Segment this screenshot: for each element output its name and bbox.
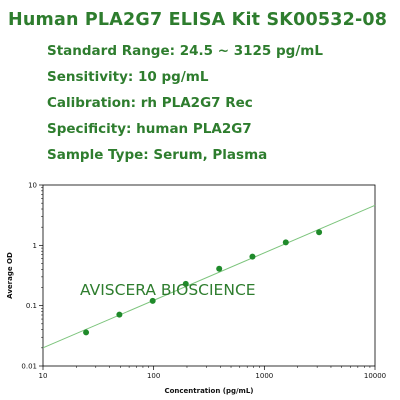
y-axis-label: Average OD: [6, 252, 14, 299]
spec-specificity: Specificity: human PLA2G7: [47, 121, 252, 137]
data-point: [282, 239, 289, 246]
y-tick-label: 0.1: [26, 302, 37, 310]
y-tick-label: 10: [28, 182, 37, 190]
watermark-text: AVISCERA BIOSCIENCE: [80, 281, 256, 299]
data-point: [83, 329, 90, 336]
x-axis-label: Concentration (pg/mL): [164, 387, 253, 395]
data-point: [182, 280, 189, 287]
y-tick-label: 1: [33, 242, 37, 250]
data-point: [116, 311, 123, 318]
data-point: [149, 297, 156, 304]
spec-sample-type: Sample Type: Serum, Plasma: [47, 147, 268, 163]
spec-sensitivity: Sensitivity: 10 pg/mL: [47, 69, 209, 85]
page-title: Human PLA2G7 ELISA Kit SK00532-08: [8, 10, 388, 30]
spec-calibration: Calibration: rh PLA2G7 Rec: [47, 95, 253, 111]
x-tick-label: 100: [147, 372, 160, 380]
y-tick-label: 0.01: [21, 363, 37, 371]
x-tick-label: 10: [39, 372, 48, 380]
plot-frame: [42, 184, 376, 367]
x-tick-label: 10000: [364, 372, 386, 380]
x-tick-label: 1000: [255, 372, 273, 380]
data-point: [316, 229, 323, 236]
data-point: [249, 253, 256, 260]
spec-standard-range: Standard Range: 24.5 ~ 3125 pg/mL: [47, 43, 323, 59]
fit-line: [42, 204, 376, 349]
data-point: [216, 265, 223, 272]
